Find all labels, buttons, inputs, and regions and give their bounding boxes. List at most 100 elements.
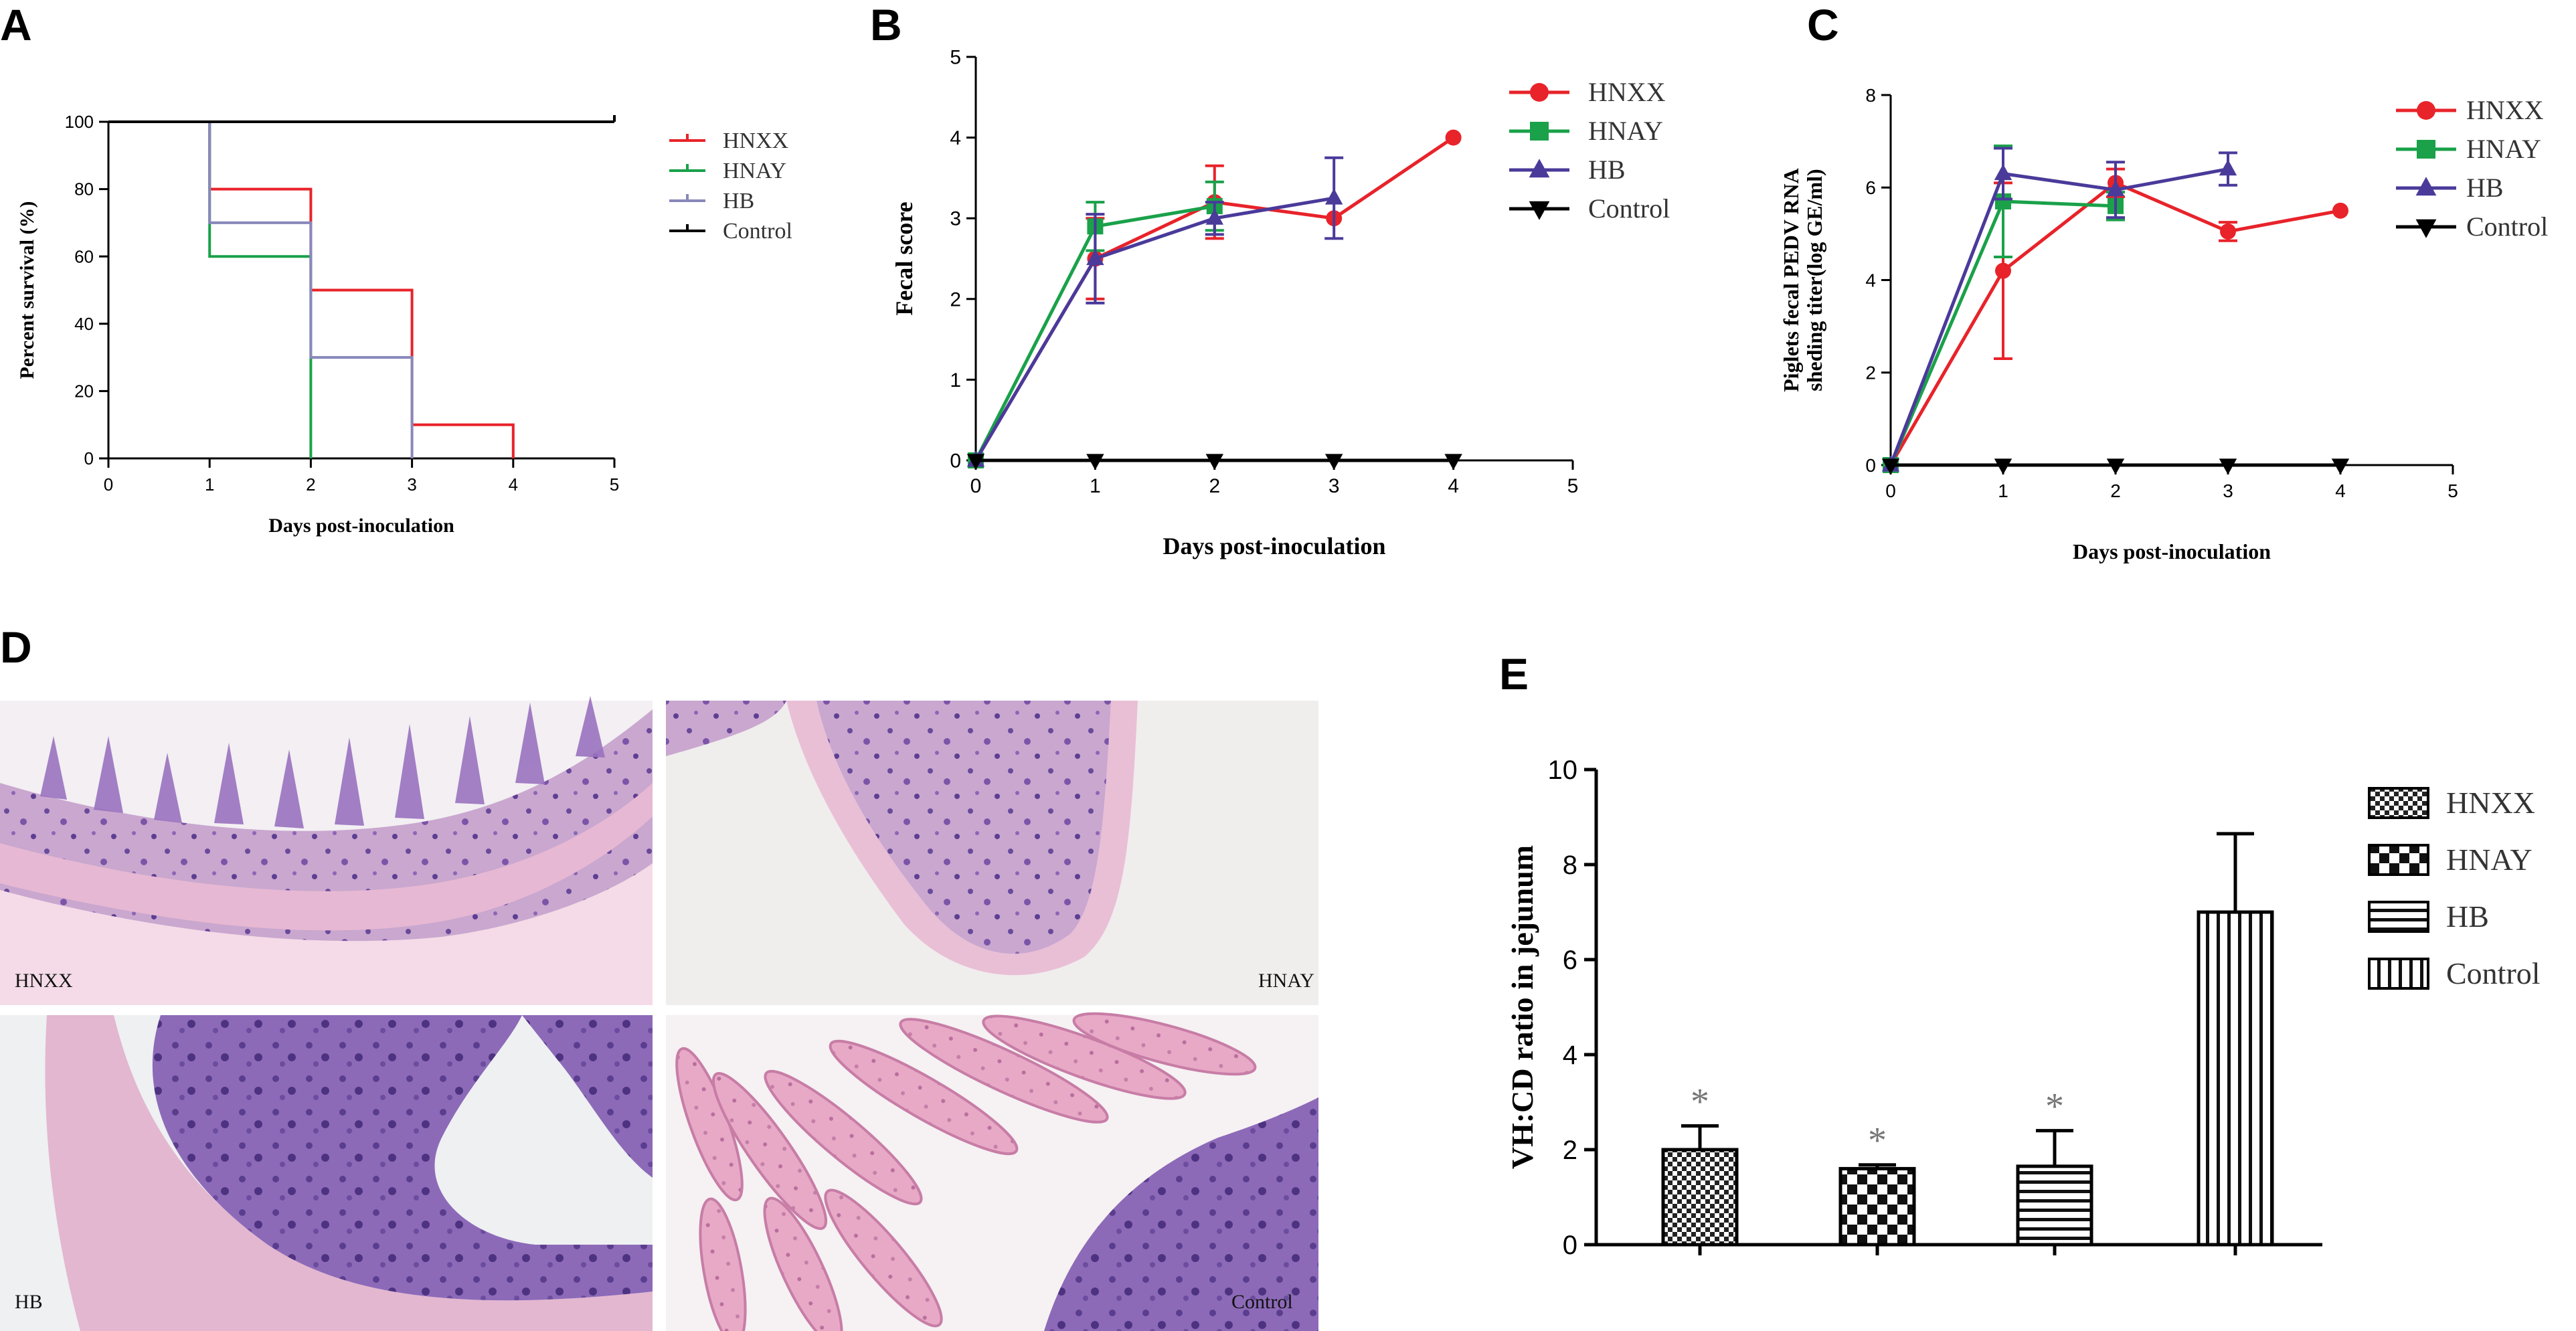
- chart-b-x-tick-label: 2: [1209, 475, 1220, 497]
- chart-c-legend-label: HB: [2466, 173, 2504, 203]
- chart-a-y-tick-label: 100: [65, 112, 94, 132]
- chart-b-legend-marker: [1529, 201, 1550, 220]
- chart-b-y-tick-label: 5: [950, 47, 961, 69]
- chart-e-legend-item-hnxx: HNXX: [2368, 786, 2535, 820]
- chart-a-y-tick-label: 80: [74, 179, 94, 199]
- chart-c-data-point: [1994, 164, 2012, 181]
- panel-letter-c: C: [1807, 0, 1839, 50]
- chart-a-y-tick-label: 0: [84, 448, 94, 468]
- chart-e-legend-swatch: [2368, 958, 2429, 990]
- chart-a-legend-item-hnay: HNAY: [669, 159, 786, 183]
- chart-e-y-tick-label: 8: [1563, 851, 1577, 880]
- chart-c-data-point: [2220, 223, 2236, 240]
- chart-c-data-point: [2106, 180, 2125, 197]
- chart-c-data-point: [1881, 458, 1900, 475]
- chart-a-survival: 0 1 2 3 4 5 0 20 40 60 80 100 Days post-inoculation P…: [16, 112, 792, 537]
- chart-b-data-point: [1205, 208, 1223, 225]
- chart-e-y-tick-label: 6: [1563, 946, 1577, 975]
- chart-a-legend-label: HNAY: [723, 159, 786, 183]
- chart-b-legend-label: HNXX: [1588, 77, 1666, 107]
- chart-b-legend-label: HNAY: [1588, 116, 1663, 146]
- chart-b-series-line: [974, 196, 1335, 462]
- chart-a-y-tick-label: 60: [74, 246, 94, 266]
- chart-c-legend-item-control: Control: [2396, 211, 2548, 242]
- chart-c-legend-item-hnay: HNAY: [2396, 134, 2541, 164]
- chart-a-x-tick-label: 0: [104, 474, 113, 495]
- chart-b-y-tick-label: 4: [950, 127, 961, 149]
- chart-e-significance-mark: *: [1868, 1120, 1887, 1162]
- chart-a-x-axis-label: Days post-inoculation: [268, 515, 454, 537]
- micrograph-hb: HB: [0, 1015, 653, 1331]
- panel-letter-b: B: [870, 0, 902, 50]
- chart-b-data-point: [1205, 454, 1223, 470]
- chart-c-rna-shedding: 0 1 2 3 4 5 0 2 4 6 8 Days post-inoculation Piglets …: [1779, 85, 2548, 563]
- chart-e-legend-label: HNAY: [2446, 842, 2532, 877]
- chart-b-x-tick-label: 1: [1090, 475, 1101, 497]
- chart-c-y-axis-label: Piglets fecal PEDV RNA: [1779, 168, 1803, 391]
- chart-b-data-point: [1325, 188, 1343, 205]
- chart-c-x-tick-label: 4: [2335, 480, 2346, 501]
- chart-c-series-line: [1889, 181, 2341, 466]
- chart-e-vh-cd-ratio: 0 2 4 6 8 10 VH:CD ratio in jejunum * * * HNXX HNAY…: [1505, 756, 2541, 1260]
- chart-b-legend-item-hnxx: HNXX: [1509, 77, 1666, 107]
- chart-e-legend-swatch: [2368, 901, 2429, 933]
- chart-b-legend-marker: [1530, 83, 1549, 102]
- micrograph-control: Control: [666, 1012, 1318, 1331]
- chart-a-legend-item-hb: HB: [669, 189, 754, 213]
- chart-b-data-point: [1325, 454, 1343, 470]
- chart-b-x-axis-label: Days post-inoculation: [1163, 533, 1385, 559]
- chart-c-legend-label: HNAY: [2466, 134, 2541, 164]
- chart-c-x-tick-label: 5: [2448, 480, 2458, 501]
- chart-c-x-axis-label: Days post-inoculation: [2073, 539, 2271, 563]
- chart-b-y-tick-label: 0: [950, 450, 961, 472]
- chart-c-series-control: [1881, 458, 2350, 475]
- chart-a-x-tick-label: 3: [407, 474, 416, 495]
- chart-c-legend-marker: [2415, 177, 2437, 196]
- chart-b-y-tick-label: 3: [950, 208, 961, 230]
- chart-a-x-tick-label: 2: [306, 474, 315, 495]
- chart-b-legend-item-control: Control: [1509, 193, 1670, 224]
- chart-e-legend-item-hb: HB: [2368, 899, 2489, 934]
- micrograph-hnay: HNAY: [666, 701, 1318, 1005]
- micrograph-label-hnxx: HNXX: [15, 970, 73, 992]
- chart-a-y-tick-label: 20: [74, 381, 94, 402]
- chart-b-data-point: [966, 454, 985, 470]
- chart-e-y-tick-label: 4: [1563, 1041, 1577, 1070]
- micrograph-hnxx: HNXX: [0, 696, 653, 1005]
- chart-a-legend-label: HB: [723, 189, 754, 213]
- chart-c-y-tick-label: 6: [1865, 177, 1876, 198]
- panel-letter-d: D: [0, 622, 32, 672]
- micrograph-label-control: Control: [1231, 1291, 1293, 1313]
- chart-c-legend-item-hnxx: HNXX: [2396, 95, 2544, 125]
- chart-c-data-point: [2219, 159, 2237, 176]
- chart-a-y-tick-label: 40: [74, 314, 94, 334]
- chart-b-x-tick-label: 5: [1567, 475, 1579, 497]
- chart-a-x-tick-label: 5: [610, 474, 619, 495]
- chart-c-y-tick-label: 4: [1865, 270, 1876, 290]
- chart-c-x-tick-label: 3: [2223, 480, 2233, 501]
- chart-a-legend-label: Control: [723, 219, 792, 244]
- chart-b-legend-item-hnay: HNAY: [1509, 116, 1663, 146]
- chart-a-x-tick-label: 1: [205, 474, 214, 495]
- chart-b-x-tick-label: 0: [970, 475, 982, 497]
- chart-e-legend-label: HNXX: [2446, 786, 2535, 820]
- chart-b-x-tick-label: 3: [1328, 475, 1340, 497]
- chart-b-series-hb: [966, 156, 1344, 467]
- chart-b-data-point: [1086, 454, 1104, 470]
- chart-c-legend-marker: [2417, 101, 2435, 120]
- chart-e-legend-item-control: Control: [2368, 956, 2541, 990]
- chart-b-fecal-score: 0 1 2 3 4 5 0 1 2 3 4 5 Days post-inoculation Fecal s…: [891, 47, 1670, 560]
- chart-c-series-line: [1889, 167, 2229, 466]
- chart-c-data-point: [2332, 202, 2348, 219]
- chart-b-series-hnxx: [968, 129, 1462, 468]
- chart-e-legend-swatch: [2368, 844, 2429, 876]
- chart-b-data-point: [1444, 454, 1462, 470]
- chart-c-y-tick-label: 2: [1865, 363, 1876, 383]
- chart-e-y-tick-label: 10: [1548, 756, 1578, 785]
- chart-b-legend-marker: [1530, 122, 1549, 141]
- chart-b-data-point: [1086, 249, 1104, 266]
- chart-e-bar-hnay: [1838, 1166, 1916, 1247]
- histology-panel: HNXX HNAY HB: [0, 696, 1318, 1331]
- chart-b-legend-marker: [1529, 159, 1550, 178]
